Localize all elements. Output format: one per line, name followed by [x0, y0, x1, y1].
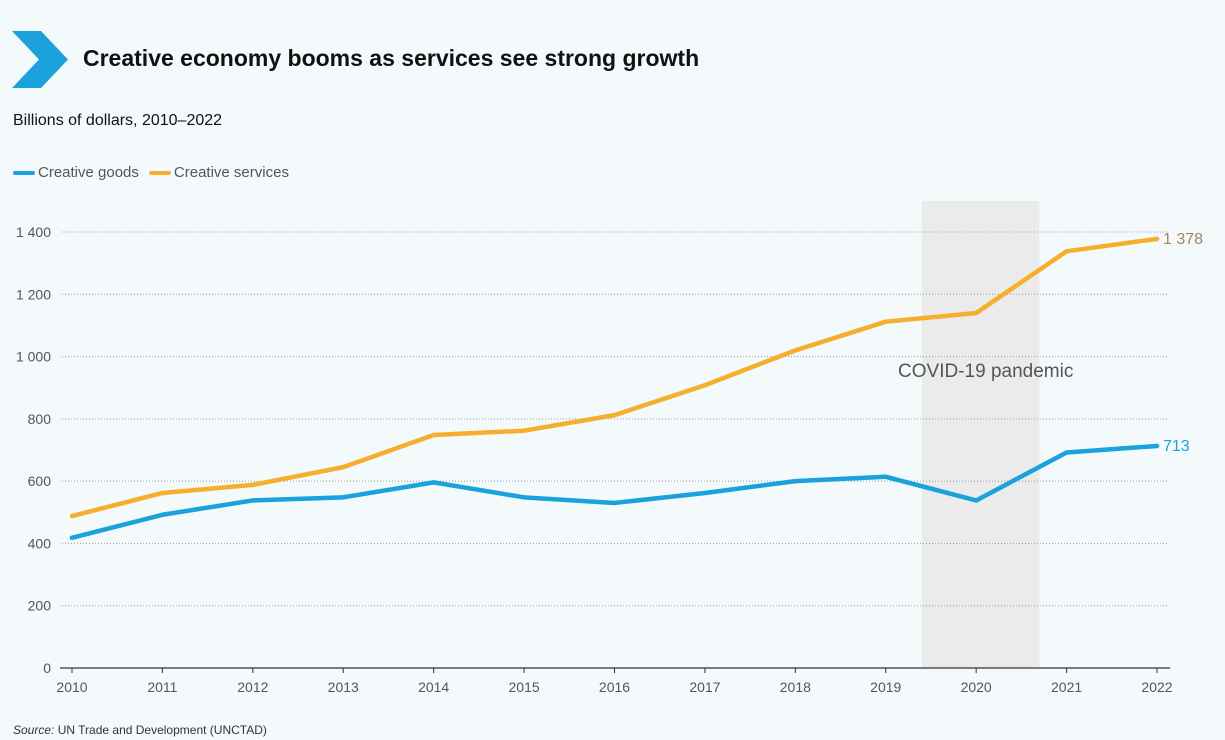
data-point: [250, 482, 256, 488]
data-point: [973, 498, 979, 503]
data-point: [973, 310, 979, 316]
covid-shade-band: [921, 201, 1040, 668]
x-tick-label: 2016: [599, 679, 630, 695]
legend-label-services: Creative services: [173, 164, 289, 181]
chevron-shape: [12, 31, 68, 88]
x-tick-label: 2014: [418, 679, 449, 695]
data-point: [883, 474, 888, 479]
x-tick-label: 2011: [147, 679, 177, 695]
chart-title: Creative economy booms as services see s…: [83, 45, 700, 71]
data-point: [431, 480, 436, 485]
y-tick-label: 0: [43, 660, 51, 676]
source-note: Source: UN Trade and Development (UNCTAD…: [13, 723, 267, 737]
data-point: [612, 500, 617, 506]
source-label: Source:: [13, 723, 55, 737]
data-point: [69, 513, 75, 519]
data-point: [702, 490, 708, 496]
series-end-label: 1 378: [1163, 231, 1203, 248]
data-point: [793, 348, 798, 353]
legend: Creative goods Creative services: [13, 164, 299, 181]
data-point: [431, 432, 436, 438]
legend-swatch-goods: [13, 170, 35, 175]
y-tick-label: 1 000: [16, 349, 51, 365]
data-point: [612, 412, 617, 418]
source-text: UN Trade and Development (UNCTAD): [57, 723, 267, 737]
x-tick-label: 2012: [237, 679, 268, 695]
data-point: [160, 490, 165, 496]
y-tick-label: 1 400: [16, 224, 51, 240]
data-point: [1154, 443, 1160, 449]
covid-annotation: COVID-19 pandemic: [898, 361, 1073, 382]
data-point: [250, 498, 256, 503]
y-tick-label: 800: [28, 411, 52, 427]
data-point: [521, 428, 527, 433]
x-tick-label: 2015: [509, 679, 540, 695]
data-point: [160, 512, 165, 517]
x-tick-label: 2017: [689, 679, 720, 695]
data-point: [883, 319, 888, 324]
data-point: [521, 495, 527, 500]
legend-label-goods: Creative goods: [38, 164, 139, 181]
chevron-icon: [12, 31, 68, 88]
y-tick-label: 200: [28, 598, 52, 614]
data-point: [1064, 450, 1069, 455]
legend-swatch-services: [148, 170, 171, 175]
y-tick-label: 600: [28, 473, 52, 489]
legend-item-goods: Creative goods: [13, 164, 139, 181]
x-tick-label: 2022: [1141, 679, 1172, 695]
chart-subtitle: Billions of dollars, 2010–2022: [13, 112, 223, 129]
y-tick-label: 1 200: [16, 286, 51, 302]
x-tick-label: 2013: [328, 679, 359, 695]
x-tick-label: 2018: [780, 679, 811, 695]
data-point: [69, 535, 75, 541]
legend-item-services: Creative services: [148, 164, 289, 181]
data-point: [702, 383, 708, 388]
data-point: [793, 478, 798, 484]
data-point: [341, 495, 346, 500]
series-end-label: 713: [1163, 438, 1190, 455]
y-tick-label: 400: [28, 535, 52, 551]
x-tick-label: 2020: [961, 679, 992, 695]
x-tick-label: 2021: [1051, 679, 1082, 695]
data-point: [1154, 236, 1160, 242]
data-point: [341, 464, 346, 470]
data-point: [1064, 249, 1069, 254]
x-tick-label: 2019: [870, 679, 901, 695]
x-tick-label: 2010: [56, 679, 87, 695]
